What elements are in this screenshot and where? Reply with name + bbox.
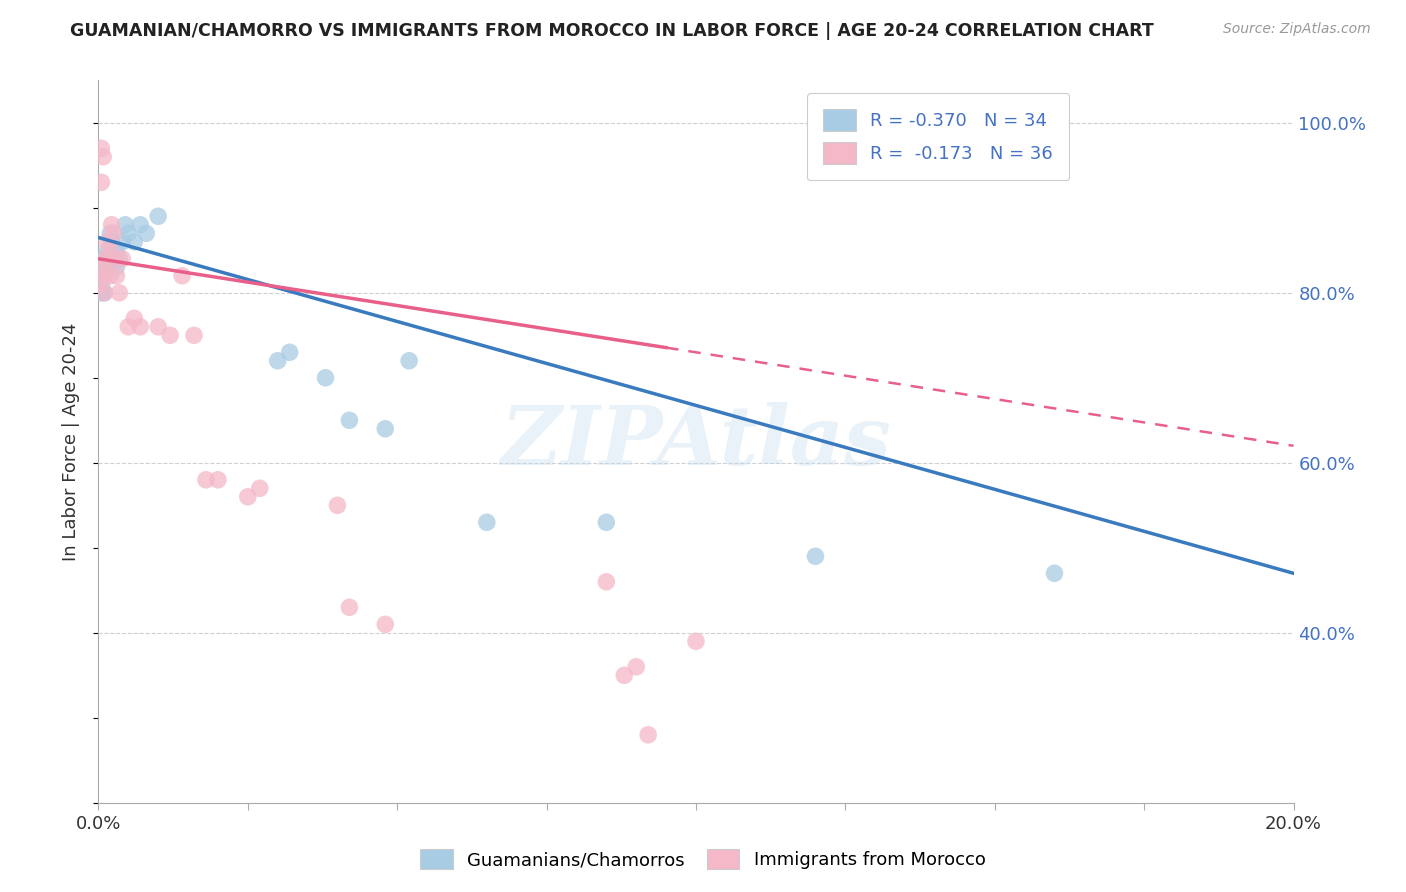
Point [94, 260, 117, 275]
Point [90, 277, 112, 292]
Point [105, 268, 128, 283]
Point [613, 668, 636, 682]
Point [90, 285, 112, 300]
Point [100, 218, 122, 232]
Point [98, 260, 122, 275]
Point [96, 244, 118, 258]
Text: ZIPAtlas: ZIPAtlas [501, 401, 891, 482]
Point [148, 209, 170, 223]
Point [804, 549, 827, 564]
Point [339, 413, 361, 427]
Legend: Guamanians/Chamorros, Immigrants from Morocco: Guamanians/Chamorros, Immigrants from Mo… [412, 839, 994, 879]
Point [105, 244, 128, 258]
Point [278, 345, 301, 359]
Point [93, 285, 115, 300]
Point [159, 328, 181, 343]
Point [183, 328, 205, 343]
Point [111, 235, 134, 249]
Point [90, 141, 112, 155]
Point [93, 260, 115, 275]
Point [267, 353, 290, 368]
Point [91, 268, 114, 283]
Legend: R = -0.370   N = 34, R =  -0.173   N = 36: R = -0.370 N = 34, R = -0.173 N = 36 [807, 93, 1070, 180]
Point [339, 600, 361, 615]
Point [94, 252, 117, 266]
Point [626, 660, 648, 674]
Point [93, 268, 115, 283]
Point [105, 252, 128, 266]
Point [103, 252, 125, 266]
Point [93, 252, 115, 266]
Point [595, 516, 617, 530]
Point [374, 617, 396, 632]
Point [98, 244, 122, 258]
Point [117, 319, 139, 334]
Y-axis label: In Labor Force | Age 20-24: In Labor Force | Age 20-24 [62, 322, 80, 561]
Point [98, 227, 122, 241]
Point [91, 150, 114, 164]
Point [98, 268, 122, 283]
Point [103, 227, 125, 241]
Point [172, 268, 194, 283]
Point [96, 235, 118, 249]
Point [207, 473, 229, 487]
Point [124, 235, 146, 249]
Text: GUAMANIAN/CHAMORRO VS IMMIGRANTS FROM MOROCCO IN LABOR FORCE | AGE 20-24 CORRELA: GUAMANIAN/CHAMORRO VS IMMIGRANTS FROM MO… [70, 22, 1154, 40]
Point [129, 319, 152, 334]
Point [685, 634, 707, 648]
Point [1043, 566, 1066, 581]
Point [315, 371, 337, 385]
Point [637, 728, 659, 742]
Point [89, 277, 111, 292]
Point [108, 285, 131, 300]
Point [195, 473, 218, 487]
Point [148, 319, 170, 334]
Point [93, 285, 115, 300]
Point [249, 481, 271, 495]
Point [398, 353, 420, 368]
Point [111, 252, 134, 266]
Point [90, 175, 112, 189]
Point [326, 498, 349, 512]
Point [96, 252, 118, 266]
Point [236, 490, 259, 504]
Point [100, 235, 122, 249]
Point [124, 311, 146, 326]
Point [108, 252, 131, 266]
Point [93, 268, 115, 283]
Point [135, 227, 157, 241]
Point [595, 574, 617, 589]
Point [475, 516, 498, 530]
Text: Source: ZipAtlas.com: Source: ZipAtlas.com [1223, 22, 1371, 37]
Point [114, 218, 136, 232]
Point [374, 422, 396, 436]
Point [105, 260, 128, 275]
Point [90, 260, 112, 275]
Point [117, 227, 139, 241]
Point [129, 218, 152, 232]
